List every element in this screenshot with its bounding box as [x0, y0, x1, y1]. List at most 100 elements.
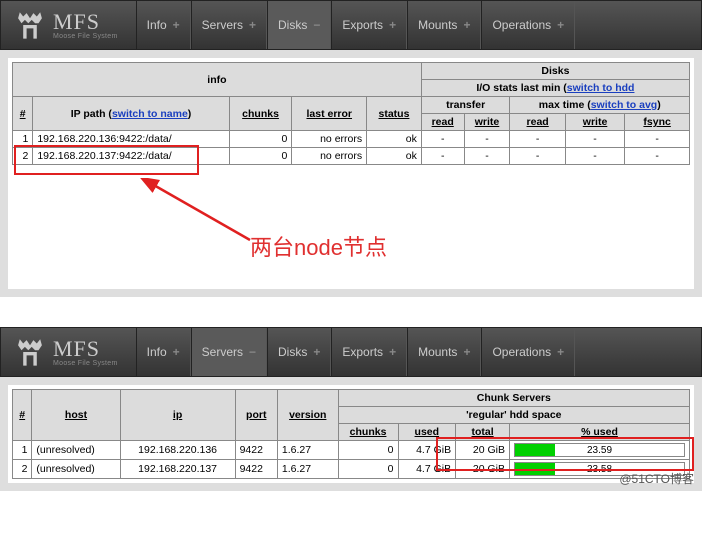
chunks-header[interactable]: chunks	[338, 424, 398, 441]
moose-icon	[13, 8, 47, 42]
servers-content: # host ip port version Chunk Servers 're…	[0, 377, 702, 491]
annotation-text: 两台node节点	[250, 230, 387, 262]
row-version: 1.6.27	[277, 460, 338, 479]
table-row: 2 192.168.220.137:9422:/data/ 0 no error…	[13, 148, 690, 165]
plus-icon: +	[313, 345, 320, 359]
logo-title: MFS	[53, 338, 118, 360]
chunkservers-header: Chunk Servers	[338, 390, 689, 407]
used-header[interactable]: used	[398, 424, 456, 441]
ippath-header: IP path (switch to name)	[33, 97, 229, 131]
row-mread: -	[510, 148, 565, 165]
plus-icon: +	[389, 18, 396, 32]
info-header: info	[13, 63, 422, 97]
minus-icon: −	[249, 345, 256, 359]
status-header[interactable]: status	[367, 97, 422, 131]
transfer-header: transfer	[421, 97, 510, 114]
tab-bar: Info+ Servers+ Disks− Exports+ Mounts+ O…	[136, 1, 576, 49]
header-bar: MFS Moose File System Info+ Servers+ Dis…	[0, 0, 702, 50]
tab-disks[interactable]: Disks−	[267, 1, 331, 49]
table-row: 1 (unresolved) 192.168.220.136 9422 1.6.…	[13, 441, 690, 460]
row-ip: 192.168.220.136	[120, 441, 235, 460]
row-total: 20 GiB	[456, 460, 510, 479]
row-version: 1.6.27	[277, 441, 338, 460]
row-mfsync: -	[625, 148, 690, 165]
plus-icon: +	[173, 345, 180, 359]
row-lasterr: no errors	[292, 131, 367, 148]
servers-panel: MFS Moose File System Info+ Servers− Dis…	[0, 327, 702, 491]
row-num: 1	[13, 441, 32, 460]
plus-icon: +	[389, 345, 396, 359]
tab-servers[interactable]: Servers−	[191, 328, 267, 376]
logo: MFS Moose File System	[1, 335, 130, 369]
host-header[interactable]: host	[32, 390, 120, 441]
row-host: (unresolved)	[32, 460, 120, 479]
write-header-2[interactable]: write	[565, 114, 624, 131]
tab-disks[interactable]: Disks+	[267, 328, 331, 376]
chunks-header[interactable]: chunks	[229, 97, 292, 131]
row-host: (unresolved)	[32, 441, 120, 460]
chunkservers-table: # host ip port version Chunk Servers 're…	[12, 389, 690, 479]
moose-icon	[13, 335, 47, 369]
plus-icon: +	[557, 345, 564, 359]
switch-hdd-link[interactable]: switch to hdd	[567, 82, 635, 94]
row-pctused: 23.59	[510, 441, 690, 460]
row-port: 9422	[235, 460, 277, 479]
row-mread: -	[510, 131, 565, 148]
tab-operations[interactable]: Operations+	[481, 328, 575, 376]
row-ip: 192.168.220.137	[120, 460, 235, 479]
row-chunks: 0	[229, 148, 292, 165]
plus-icon: +	[557, 18, 564, 32]
row-twrite: -	[464, 148, 510, 165]
version-header[interactable]: version	[277, 390, 338, 441]
disks-header: Disks	[421, 63, 689, 80]
disks-panel: MFS Moose File System Info+ Servers+ Dis…	[0, 0, 702, 297]
tab-info[interactable]: Info+	[136, 328, 191, 376]
row-tread: -	[421, 148, 464, 165]
row-tread: -	[421, 131, 464, 148]
plus-icon: +	[173, 18, 180, 32]
row-lasterr: no errors	[292, 148, 367, 165]
plus-icon: +	[463, 345, 470, 359]
row-port: 9422	[235, 441, 277, 460]
tab-exports[interactable]: Exports+	[331, 1, 407, 49]
ip-header[interactable]: ip	[120, 390, 235, 441]
disks-table: info Disks I/O stats last min (switch to…	[12, 62, 690, 165]
row-mfsync: -	[625, 131, 690, 148]
table-row: 1 192.168.220.136:9422:/data/ 0 no error…	[13, 131, 690, 148]
row-used: 4.7 GiB	[398, 460, 456, 479]
iostats-header: I/O stats last min (switch to hdd	[421, 80, 689, 97]
port-header[interactable]: port	[235, 390, 277, 441]
logo-title: MFS	[53, 11, 118, 33]
tab-mounts[interactable]: Mounts+	[407, 1, 481, 49]
row-num: 2	[13, 460, 32, 479]
switch-name-link[interactable]: switch to name	[112, 108, 188, 120]
rownum-header[interactable]: #	[13, 97, 33, 131]
tab-bar: Info+ Servers− Disks+ Exports+ Mounts+ O…	[136, 328, 576, 376]
tab-servers[interactable]: Servers+	[191, 1, 267, 49]
tab-operations[interactable]: Operations+	[481, 1, 575, 49]
tab-mounts[interactable]: Mounts+	[407, 328, 481, 376]
tab-info[interactable]: Info+	[136, 1, 191, 49]
fsync-header[interactable]: fsync	[625, 114, 690, 131]
minus-icon: −	[313, 18, 320, 32]
rownum-header[interactable]: #	[13, 390, 32, 441]
row-twrite: -	[464, 131, 510, 148]
row-status: ok	[367, 131, 422, 148]
plus-icon: +	[463, 18, 470, 32]
row-num: 1	[13, 131, 33, 148]
row-total: 20 GiB	[456, 441, 510, 460]
lasterror-header[interactable]: last error	[292, 97, 367, 131]
pctused-header[interactable]: % used	[510, 424, 690, 441]
logo: MFS Moose File System	[1, 8, 130, 42]
total-header[interactable]: total	[456, 424, 510, 441]
read-header[interactable]: read	[421, 114, 464, 131]
write-header[interactable]: write	[464, 114, 510, 131]
row-mwrite: -	[565, 131, 624, 148]
row-used: 4.7 GiB	[398, 441, 456, 460]
watermark-text: @51CTO博客	[619, 470, 694, 487]
row-chunks: 0	[338, 460, 398, 479]
logo-subtitle: Moose File System	[53, 33, 118, 40]
tab-exports[interactable]: Exports+	[331, 328, 407, 376]
read-header-2[interactable]: read	[510, 114, 565, 131]
switch-avg-link[interactable]: switch to avg	[591, 99, 658, 111]
